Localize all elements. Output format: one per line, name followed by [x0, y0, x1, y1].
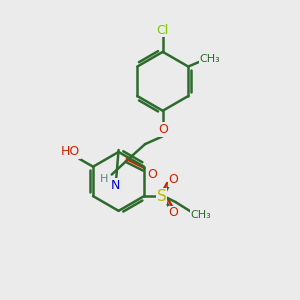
- Text: N: N: [111, 179, 120, 192]
- Text: CH₃: CH₃: [190, 210, 212, 220]
- Text: HO: HO: [61, 146, 80, 158]
- Text: S: S: [157, 189, 166, 204]
- Text: H: H: [100, 174, 108, 184]
- Text: O: O: [169, 173, 178, 186]
- Text: Cl: Cl: [157, 24, 169, 37]
- Text: O: O: [158, 123, 168, 136]
- Text: O: O: [169, 206, 178, 219]
- Text: CH₃: CH₃: [200, 54, 220, 64]
- Text: O: O: [147, 168, 157, 181]
